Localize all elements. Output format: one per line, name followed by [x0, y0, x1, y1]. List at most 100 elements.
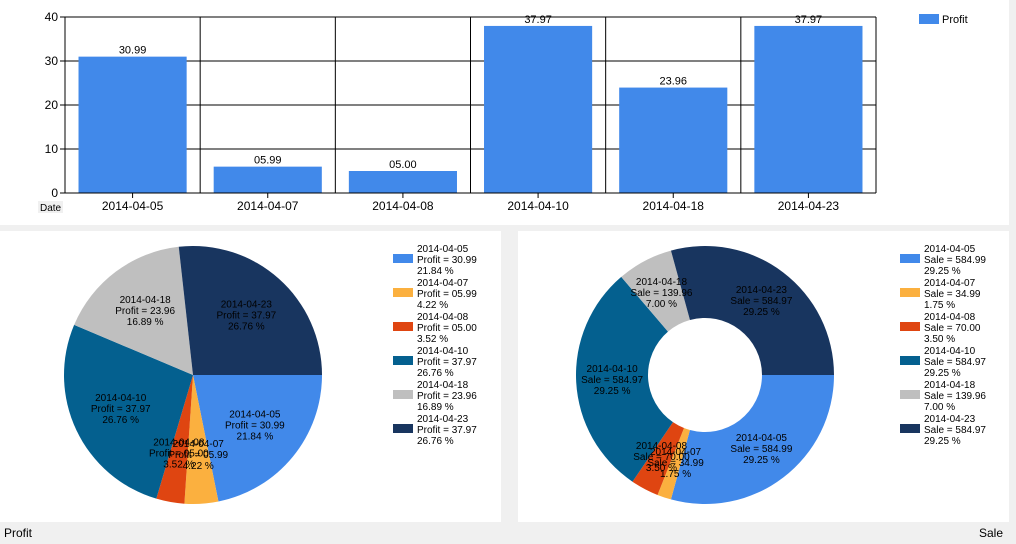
legend-swatch: [900, 390, 920, 399]
sale-doughnut-chart-panel: 2014-04-05 Sale = 584.99 29.25 % 2014-04-07…: [518, 231, 1009, 522]
legend-text-line: Sale = 139.96: [924, 391, 986, 402]
pie-slice: [184, 375, 219, 504]
legend-swatch: [393, 254, 413, 263]
slice-label-line: 3.50 %: [646, 463, 677, 474]
profit-bar-chart: 0 10 20 30 40 30.99 2014-04-05 05.99 2014-04-07 0…: [38, 10, 968, 214]
x-tick-label: 2014-04-08: [372, 199, 434, 213]
x-tick-label: 2014-04-10: [507, 199, 569, 213]
slice-label-line: 2014-04-10: [95, 393, 147, 404]
legend-text-line: 2014-04-10: [417, 346, 469, 357]
slice-label-line: Profit = 37.97: [91, 404, 151, 415]
legend-text-line: 2014-04-18: [924, 380, 976, 391]
slice-label-line: Sale = 584.99: [730, 444, 792, 455]
bar-data-label: 30.99: [119, 45, 147, 57]
slice-label-line: Profit = 05.99: [168, 450, 228, 461]
slice-label-line: 2014-04-18: [120, 295, 172, 306]
slice-label-line: 2014-04-10: [587, 364, 639, 375]
legend-text-line: 2014-04-07: [924, 278, 976, 289]
slice-label-line: 26.76 %: [228, 321, 265, 332]
y-tick-label: 30: [45, 54, 59, 68]
pie-slice: [670, 246, 834, 375]
slice-label-line: 21.84 %: [237, 432, 274, 443]
slice-label-line: Sale = 34.99: [647, 458, 704, 469]
legend-swatch: [919, 14, 939, 24]
legend-text-line: Profit = 05.00: [417, 323, 477, 334]
slice-label-line: Sale = 584.97: [581, 375, 643, 386]
bar: [754, 25, 863, 193]
slice-label-line: Sale = 139.96: [630, 288, 692, 299]
legend-text-line: 2014-04-07: [417, 278, 469, 289]
slice-label-line: Profit = 23.96: [115, 306, 175, 317]
pie-slice: [670, 375, 834, 504]
legend-text-line: 2014-04-18: [417, 380, 469, 391]
legend-swatch: [393, 356, 413, 365]
bar: [78, 56, 187, 194]
bar: [213, 166, 322, 193]
legend-swatch: [900, 322, 920, 331]
legend-text-line: 29.25 %: [924, 266, 961, 277]
bar-data-label: 05.99: [254, 155, 282, 167]
slice-label-line: 2014-04-07: [650, 447, 702, 458]
slice-label-line: 2014-04-08: [153, 438, 205, 449]
slice-label-line: 4.22 %: [183, 461, 214, 472]
legend-swatch: [900, 356, 920, 365]
sale-caption: Sale: [978, 526, 1003, 540]
legend-text-line: 3.52 %: [417, 334, 448, 345]
legend-swatch: [393, 288, 413, 297]
slice-label-line: 2014-04-08: [636, 441, 688, 452]
slice-label-line: 29.25 %: [743, 455, 780, 466]
legend-text-line: 2014-04-08: [417, 312, 469, 323]
legend-text-line: Sale = 584.97: [924, 357, 986, 368]
bar-data-label: 37.97: [795, 14, 823, 26]
legend-text-line: Profit = 30.99: [417, 255, 477, 266]
bar-data-label: 23.96: [659, 76, 687, 88]
legend-text-line: 21.84 %: [417, 266, 454, 277]
legend-swatch: [393, 424, 413, 433]
legend-text-line: Profit = 05.99: [417, 289, 477, 300]
bar: [348, 171, 457, 193]
slice-label-line: Sale = 584.97: [730, 296, 792, 307]
y-tick-label: 0: [51, 186, 58, 200]
legend-text-line: 2014-04-23: [924, 414, 976, 425]
legend-swatch: [900, 424, 920, 433]
bar: [619, 87, 728, 193]
legend-text-line: 2014-04-10: [924, 346, 976, 357]
slice-label-line: 2014-04-23: [736, 285, 788, 296]
legend-swatch: [393, 390, 413, 399]
legend-text-line: 29.25 %: [924, 436, 961, 447]
legend-text-line: 1.75 %: [924, 300, 955, 311]
slice-label-line: Profit = 30.99: [225, 421, 285, 432]
x-tick-label: 2014-04-18: [643, 199, 705, 213]
slice-label-line: 16.89 %: [127, 317, 164, 328]
slice-label-line: 29.25 %: [594, 386, 631, 397]
y-tick-label: 40: [45, 10, 59, 24]
legend-swatch: [900, 288, 920, 297]
pie-slice: [74, 246, 193, 375]
slice-label-line: 2014-04-07: [173, 439, 225, 450]
legend-text-line: 4.22 %: [417, 300, 448, 311]
slice-label-line: 26.76 %: [102, 415, 139, 426]
pie-slice: [63, 324, 193, 499]
slice-label-line: 7.00 %: [646, 299, 677, 310]
legend-text-line: 16.89 %: [417, 402, 454, 413]
legend-label: Profit: [942, 14, 968, 26]
slice-label-line: 2014-04-05: [736, 433, 788, 444]
slice-label-line: Sale = 70.00: [633, 452, 690, 463]
